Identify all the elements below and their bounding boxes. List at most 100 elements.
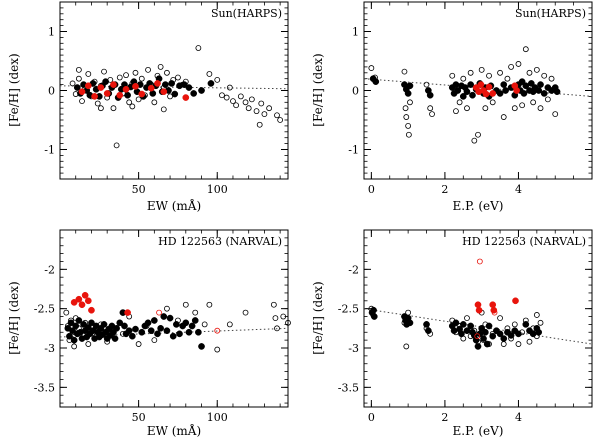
y-axis-label: [Fe/H] (dex): [7, 53, 21, 126]
data-point-open: [192, 309, 199, 316]
data-point-open: [533, 66, 540, 73]
data-point-open: [201, 321, 208, 328]
data-point-filled: [502, 87, 509, 94]
data-point-filled: [454, 87, 462, 94]
data-point-open: [113, 142, 120, 149]
data-point-open: [277, 117, 284, 123]
data-point-red: [489, 90, 497, 97]
data-point-open: [253, 108, 260, 115]
data-point-filled: [150, 317, 158, 324]
data-point-open: [129, 103, 136, 110]
data-point-filled: [190, 90, 198, 97]
data-point-open: [266, 105, 273, 112]
data-point-open: [71, 343, 78, 350]
data-point-filled: [182, 319, 190, 327]
data-point-open: [533, 312, 540, 318]
data-point-open: [75, 75, 82, 82]
data-point-filled: [169, 332, 177, 340]
data-point-red: [70, 299, 78, 306]
data-point-red: [512, 297, 519, 305]
data-point-open: [486, 72, 492, 79]
data-point-red-open: [156, 309, 162, 316]
data-point-open: [223, 94, 230, 101]
data-point-red-open: [476, 258, 483, 265]
data-point-filled: [147, 327, 155, 335]
data-point-red: [154, 80, 161, 87]
data-point-filled: [406, 319, 414, 327]
data-point-filled: [171, 90, 179, 98]
data-point-open: [242, 99, 249, 106]
plot-frame: [363, 229, 593, 408]
data-point-open: [522, 46, 529, 53]
tick-labels: 0 2 4 -2 -2.5 -3 -3.5: [338, 263, 522, 424]
y-tick-label: 0: [352, 85, 359, 98]
data-point-filled: [370, 313, 378, 320]
x-tick-label: 2: [441, 183, 448, 196]
data-point-open: [157, 64, 164, 70]
data-point-open: [497, 315, 503, 322]
data-point-filled: [125, 327, 133, 335]
data-point-open: [132, 69, 139, 76]
data-point-open: [248, 96, 255, 103]
data-point-filled: [474, 343, 482, 350]
y-tick-label: 1: [48, 26, 55, 39]
data-point-open: [126, 99, 133, 106]
data-point-filled: [67, 319, 75, 327]
x-tick-label: 100: [207, 183, 228, 196]
data-point-filled: [450, 327, 458, 335]
data-point-open: [182, 301, 189, 308]
data-point-red: [513, 87, 520, 94]
data-points: [368, 258, 544, 350]
y-tick-label: -2.5: [338, 303, 359, 316]
data-point-open: [206, 301, 213, 308]
x-tick-label: 0: [368, 411, 375, 424]
data-point-filled: [100, 321, 108, 328]
data-point-filled: [404, 90, 412, 97]
panel-sun-ew: 50 100 -1 0 1 Sun(HARPS) EW (mÅ) [Fe/H] (dex…: [7, 1, 289, 213]
panel-title: Sun(HARPS): [515, 7, 586, 20]
data-point-filled: [483, 340, 491, 348]
data-point-filled: [162, 81, 169, 88]
data-point-open: [97, 105, 104, 112]
y-tick-label: -3: [348, 342, 359, 355]
data-points: [63, 291, 291, 353]
data-point-red-open: [491, 309, 498, 316]
data-point-red: [97, 84, 105, 91]
x-axis-label: EW (mÅ): [147, 198, 201, 213]
data-point-filled: [173, 321, 180, 328]
axis-ticks: [364, 229, 593, 407]
panel-title: Sun(HARPS): [211, 7, 282, 20]
data-point-open: [274, 112, 280, 119]
data-point-red: [122, 85, 130, 93]
data-point-red: [147, 84, 155, 92]
data-point-red: [84, 297, 92, 305]
data-point-red: [84, 82, 92, 90]
data-point-filled: [160, 313, 168, 320]
data-point-open: [233, 102, 240, 109]
data-point-filled: [480, 335, 487, 342]
data-point-open: [368, 65, 375, 71]
data-point-red: [482, 90, 490, 98]
data-point-open: [526, 69, 533, 76]
data-point-open: [429, 111, 435, 117]
y-axis-label: [Fe/H] (dex): [311, 281, 325, 354]
data-point-open: [245, 105, 252, 112]
data-point-open: [508, 64, 514, 70]
data-point-filled: [467, 322, 474, 330]
data-point-red: [489, 301, 497, 309]
data-point-filled: [102, 78, 109, 86]
data-point-filled: [73, 84, 81, 91]
data-point-open: [500, 341, 507, 347]
panel-title: HD 122563 (NARVAL): [158, 235, 282, 248]
data-point-red: [81, 291, 89, 299]
data-point-open: [407, 99, 413, 106]
data-point-red: [110, 81, 117, 88]
data-point-red: [485, 83, 493, 91]
data-point-filled: [482, 328, 489, 336]
data-points: [69, 45, 284, 149]
data-point-filled: [138, 328, 146, 336]
data-point-open: [160, 106, 167, 113]
data-point-filled: [370, 306, 377, 314]
data-point-open: [270, 301, 277, 308]
data-point-filled: [540, 90, 548, 97]
